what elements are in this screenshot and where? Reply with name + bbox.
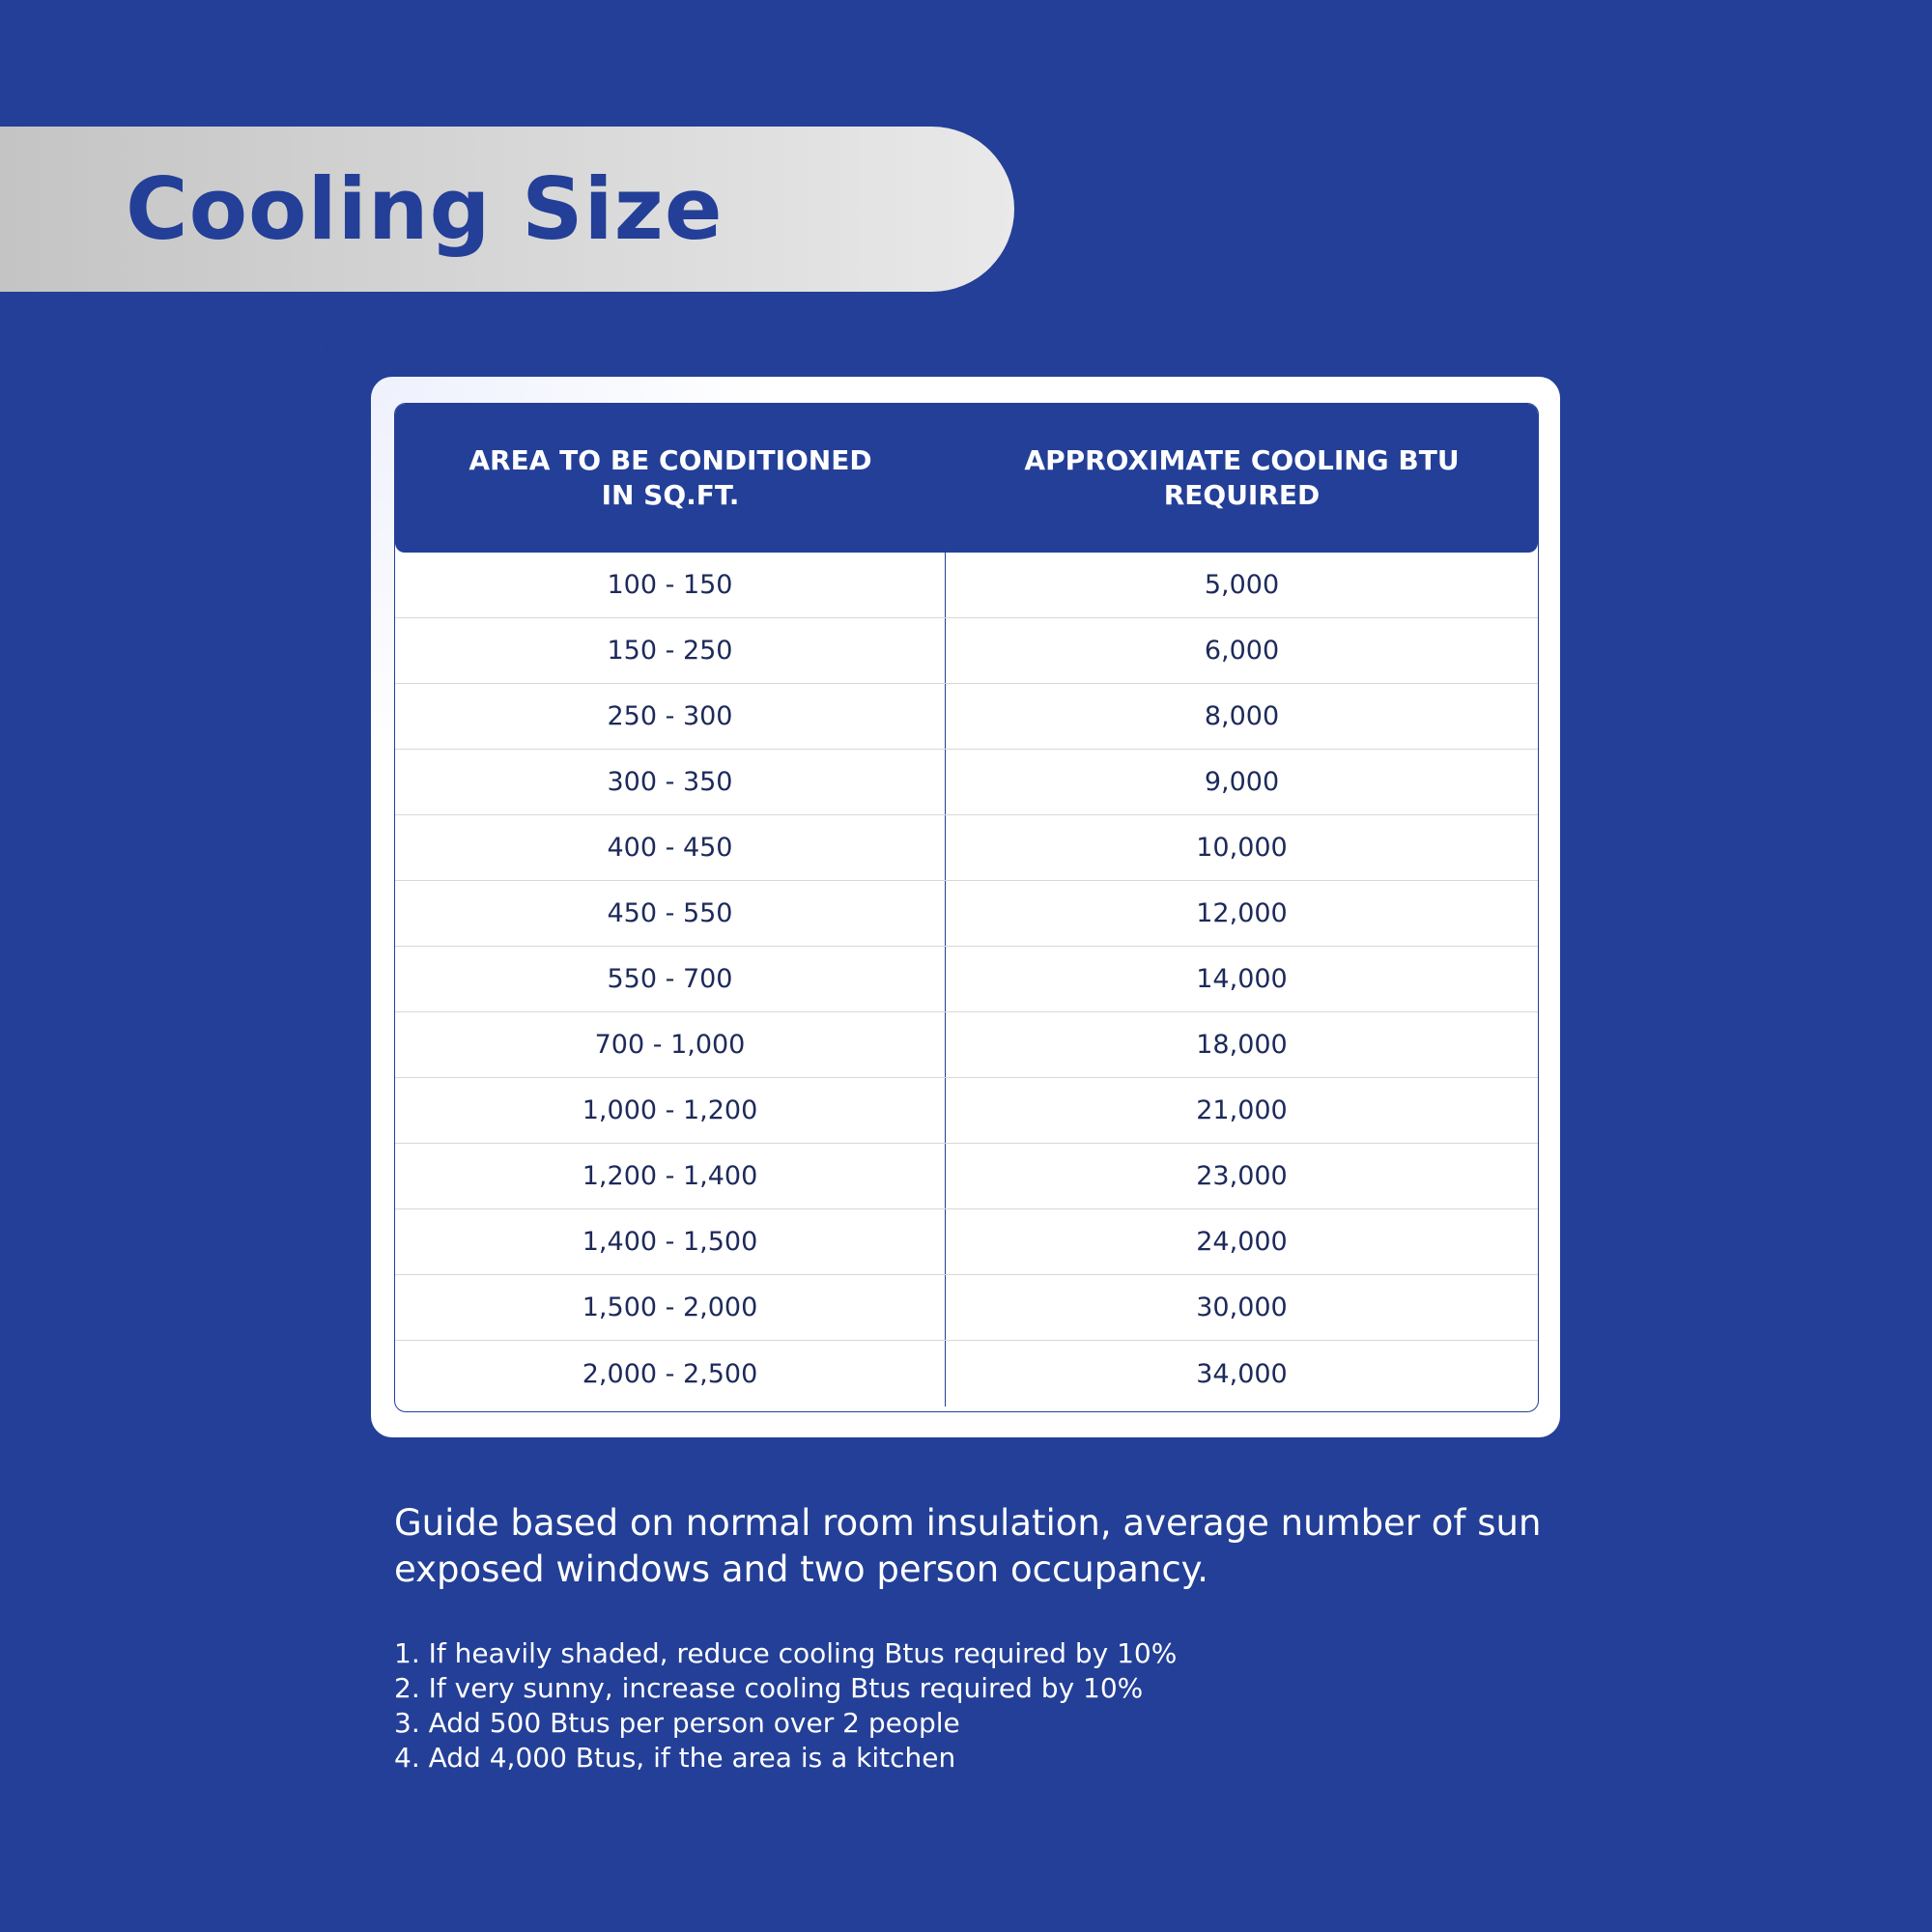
guide-note: Guide based on normal room insulation, a… [394,1502,1542,1590]
table-row: 1,500 - 2,000 30,000 [395,1275,1538,1341]
cell-area: 400 - 450 [395,815,946,880]
cell-btu: 12,000 [1196,898,1288,928]
table-row: 250 - 300 8,000 [395,684,1538,750]
column-header-area: AREA TO BE CONDITIONED IN SQ.FT. [469,444,872,511]
cell-btu: 10,000 [1196,833,1288,863]
cell-btu: 21,000 [1196,1095,1288,1125]
cell-area: 450 - 550 [395,881,946,946]
cell-area: 250 - 300 [395,684,946,749]
cell-area: 1,200 - 1,400 [395,1144,946,1208]
adjustments-list: 1. If heavily shaded, reduce cooling Btu… [394,1636,1177,1776]
table-row: 550 - 700 14,000 [395,947,1538,1012]
table-row: 150 - 250 6,000 [395,618,1538,684]
cell-area: 1,500 - 2,000 [395,1275,946,1340]
table-row: 300 - 350 9,000 [395,750,1538,815]
adjustment-item: 3. Add 500 Btus per person over 2 people [394,1707,960,1739]
table-row: 100 - 150 5,000 [395,553,1538,618]
table-card: AREA TO BE CONDITIONED IN SQ.FT. APPROXI… [371,377,1560,1437]
table-row: 1,200 - 1,400 23,000 [395,1144,1538,1209]
cell-area: 150 - 250 [395,618,946,683]
cell-area: 1,000 - 1,200 [395,1078,946,1143]
page-title: Cooling Size Guides [126,159,724,424]
cell-area: 550 - 700 [395,947,946,1011]
title-banner: Cooling Size Guides [0,127,1014,424]
cell-btu: 9,000 [1204,767,1280,797]
table-header: AREA TO BE CONDITIONED IN SQ.FT. APPROXI… [395,404,1538,553]
table-row: 1,400 - 1,500 24,000 [395,1209,1538,1275]
column-header-btu: APPROXIMATE COOLING BTU REQUIRED [1024,444,1460,511]
cell-area: 100 - 150 [395,553,946,617]
cell-area: 1,400 - 1,500 [395,1209,946,1274]
adjustment-item: 1. If heavily shaded, reduce cooling Btu… [394,1637,1178,1669]
table-body: 100 - 150 5,000 150 - 250 6,000 250 - 300 8,0… [395,553,1538,1406]
cell-area: 300 - 350 [395,750,946,814]
cell-btu: 6,000 [1204,636,1280,666]
cooling-size-table: AREA TO BE CONDITIONED IN SQ.FT. APPROXI… [394,403,1539,1412]
cell-btu: 24,000 [1196,1227,1288,1257]
cell-btu: 34,000 [1196,1358,1288,1389]
table-row: 450 - 550 12,000 [395,881,1538,947]
adjustment-item: 4. Add 4,000 Btus, if the area is a kitc… [394,1742,956,1774]
table-row: 700 - 1,000 18,000 [395,1012,1538,1078]
cell-btu: 5,000 [1204,570,1280,600]
cell-btu: 18,000 [1196,1030,1288,1060]
table-row: 1,000 - 1,200 21,000 [395,1078,1538,1144]
table-row: 2,000 - 2,500 34,000 [395,1341,1538,1406]
cell-btu: 8,000 [1204,701,1280,731]
cell-btu: 30,000 [1196,1293,1288,1322]
adjustment-item: 2. If very sunny, increase cooling Btus … [394,1672,1144,1704]
cell-btu: 23,000 [1196,1161,1288,1191]
cell-btu: 14,000 [1196,964,1288,994]
cell-area: 2,000 - 2,500 [395,1341,946,1406]
table-row: 400 - 450 10,000 [395,815,1538,881]
cell-area: 700 - 1,000 [395,1012,946,1077]
